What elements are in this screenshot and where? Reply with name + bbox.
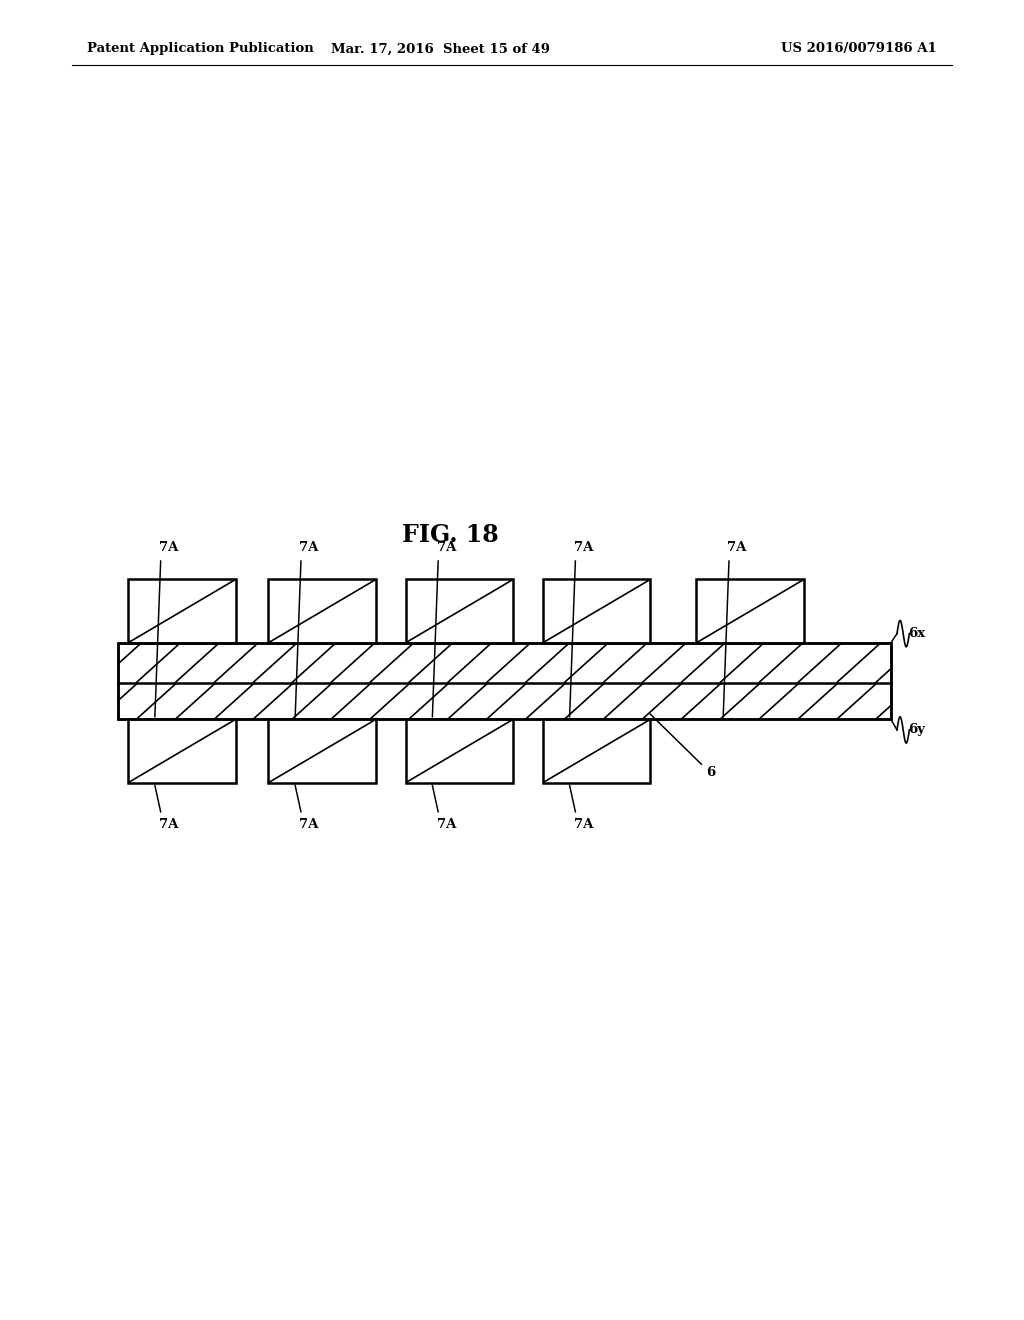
Text: 7A: 7A — [299, 818, 318, 832]
Bar — [543, 719, 650, 783]
Bar — [543, 579, 650, 643]
Text: 6y: 6y — [908, 723, 926, 737]
Text: 7A: 7A — [573, 541, 593, 554]
Bar — [128, 579, 236, 643]
Text: 7A: 7A — [159, 541, 178, 554]
Text: Patent Application Publication: Patent Application Publication — [87, 42, 313, 55]
Text: FIG. 18: FIG. 18 — [402, 523, 499, 546]
Text: US 2016/0079186 A1: US 2016/0079186 A1 — [781, 42, 937, 55]
Bar — [696, 579, 804, 643]
Text: 7A: 7A — [159, 818, 178, 832]
Bar — [268, 719, 376, 783]
Text: 7A: 7A — [573, 818, 593, 832]
Bar — [406, 579, 513, 643]
Text: 6: 6 — [707, 766, 716, 779]
Text: 7A: 7A — [299, 541, 318, 554]
Bar — [118, 643, 891, 719]
Bar — [128, 719, 236, 783]
Text: Mar. 17, 2016  Sheet 15 of 49: Mar. 17, 2016 Sheet 15 of 49 — [331, 42, 550, 55]
Bar — [406, 719, 513, 783]
Text: 7A: 7A — [436, 541, 456, 554]
Bar — [268, 579, 376, 643]
Text: 6x: 6x — [908, 627, 926, 640]
Text: 7A: 7A — [436, 818, 456, 832]
Bar — [118, 643, 891, 719]
Text: 7A: 7A — [727, 541, 746, 554]
